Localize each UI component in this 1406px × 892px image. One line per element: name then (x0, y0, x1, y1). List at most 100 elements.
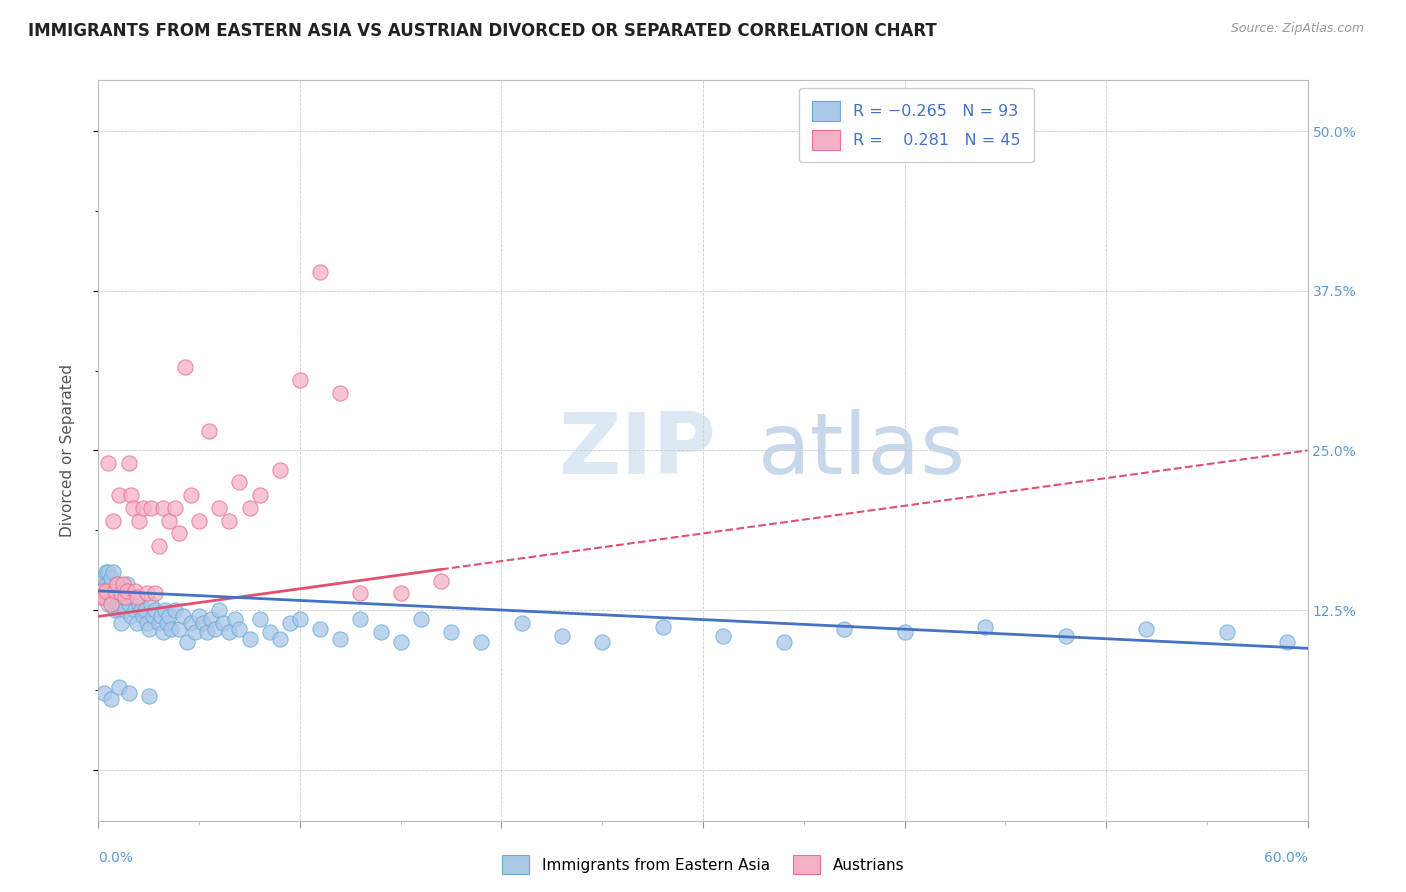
Point (105, 577, 128, 591)
Point (389, 635, 412, 649)
Point (288, 373, 311, 387)
Point (101, 565, 124, 579)
Point (370, 624, 392, 639)
Point (167, 526, 190, 541)
Point (180, 615, 202, 630)
Point (118, 597, 141, 611)
Point (142, 609, 165, 624)
Point (138, 622, 160, 636)
Point (115, 577, 138, 591)
Point (110, 615, 132, 630)
Point (239, 632, 262, 647)
Point (135, 615, 157, 630)
Text: atlas: atlas (758, 409, 966, 492)
Point (103, 583, 125, 598)
Point (329, 632, 352, 647)
Point (115, 591, 138, 605)
Point (1277, 635, 1299, 649)
Point (239, 500, 262, 515)
Point (430, 574, 453, 588)
Point (91, 583, 114, 598)
Point (329, 386, 352, 401)
Point (96, 577, 118, 591)
Point (128, 514, 150, 528)
Point (97, 565, 120, 579)
Point (184, 624, 207, 639)
Text: ZIP: ZIP (558, 409, 716, 492)
Point (105, 597, 128, 611)
Point (156, 615, 179, 630)
Point (1216, 624, 1239, 639)
Point (121, 500, 143, 515)
Point (153, 603, 176, 617)
Point (510, 615, 533, 630)
Point (409, 612, 432, 626)
Point (152, 500, 174, 515)
Point (218, 514, 240, 528)
Point (172, 609, 194, 624)
Point (204, 622, 226, 636)
Point (110, 586, 132, 600)
Point (107, 488, 129, 502)
Point (118, 686, 141, 700)
Point (105, 577, 128, 591)
Point (389, 586, 412, 600)
Point (121, 591, 143, 605)
Point (91, 583, 114, 598)
Point (188, 514, 211, 528)
Point (129, 603, 152, 617)
Point (309, 622, 332, 636)
Point (125, 591, 148, 605)
Point (832, 622, 855, 636)
Text: 0.0%: 0.0% (98, 851, 134, 865)
Point (228, 475, 250, 490)
Text: Source: ZipAtlas.com: Source: ZipAtlas.com (1230, 22, 1364, 36)
Point (208, 500, 231, 515)
Point (143, 603, 166, 617)
Point (97, 583, 120, 598)
Point (101, 591, 124, 605)
Point (93, 571, 115, 585)
Point (772, 635, 794, 649)
Point (651, 619, 673, 633)
Point (101, 514, 124, 528)
Point (111, 577, 134, 591)
Point (440, 624, 463, 639)
Point (132, 609, 155, 624)
Text: 60.0%: 60.0% (1264, 851, 1308, 865)
Point (180, 488, 202, 502)
Point (193, 615, 215, 630)
Point (89, 591, 111, 605)
Point (249, 488, 271, 502)
Point (114, 603, 136, 617)
Point (143, 586, 166, 600)
Point (160, 622, 183, 636)
Point (470, 635, 492, 649)
Point (139, 597, 162, 611)
Point (1054, 629, 1077, 643)
Point (288, 612, 311, 626)
Point (107, 603, 129, 617)
Point (259, 624, 281, 639)
Y-axis label: Divorced or Separated: Divorced or Separated (60, 364, 75, 537)
Point (148, 539, 170, 553)
Point (174, 360, 197, 375)
Point (115, 583, 138, 598)
Point (97, 597, 120, 611)
Point (1135, 622, 1157, 636)
Point (100, 577, 122, 591)
Point (107, 583, 129, 598)
Point (176, 635, 198, 649)
Point (139, 500, 162, 515)
Point (100, 692, 122, 706)
Point (96, 565, 118, 579)
Point (893, 624, 915, 639)
Point (96, 583, 118, 598)
Point (120, 609, 142, 624)
Point (89, 577, 111, 591)
Point (349, 586, 371, 600)
Point (107, 680, 129, 694)
Point (974, 619, 997, 633)
Point (309, 265, 332, 279)
Point (125, 615, 148, 630)
